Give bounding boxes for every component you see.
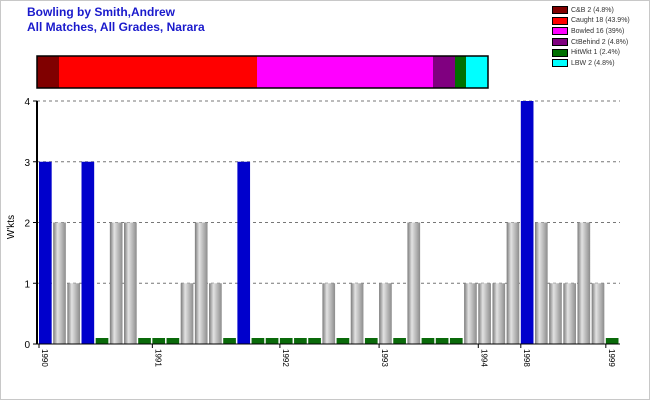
zero-marker <box>152 338 166 344</box>
legend-item: C&B 2 (4.8%) <box>552 5 630 15</box>
x-tick-label: 1994 <box>479 349 488 367</box>
y-tick-label: 3 <box>24 158 30 169</box>
x-tick-label: 1990 <box>40 349 49 367</box>
y-tick-label: 2 <box>24 219 30 230</box>
zero-marker <box>265 338 279 344</box>
bar <box>407 222 421 344</box>
y-tick-label: 0 <box>24 340 30 351</box>
bar <box>591 283 605 344</box>
bar <box>563 283 576 344</box>
bar <box>478 283 491 344</box>
y-axis-ticks: 0 1 2 3 4 <box>24 97 37 351</box>
bar <box>577 222 591 344</box>
bar <box>464 283 477 344</box>
zero-marker <box>336 338 350 344</box>
bar <box>39 161 52 344</box>
stack-segment <box>433 56 455 88</box>
zero-marker <box>223 338 236 344</box>
legend-item: Bowled 16 (39%) <box>552 26 630 36</box>
legend-swatch <box>552 38 568 47</box>
bar <box>109 222 123 344</box>
bar <box>322 283 336 344</box>
legend-label: C&B 2 (4.8%) <box>571 6 614 14</box>
legend-swatch <box>552 6 568 14</box>
y-tick-label: 4 <box>24 97 30 108</box>
chart-title: Bowling by Smith,Andrew <box>27 5 176 19</box>
legend-label: CtBehind 2 (4.8%) <box>571 38 629 46</box>
legend-swatch <box>552 16 568 25</box>
legend-item: LBW 2 (4.8%) <box>552 58 630 68</box>
bar <box>492 283 506 344</box>
stack-segment <box>455 56 466 88</box>
bar <box>194 222 208 344</box>
bar <box>67 283 81 344</box>
x-tick-label: 1991 <box>153 349 162 367</box>
zero-marker <box>294 338 307 344</box>
legend-label: HitWkt 1 (2.4%) <box>571 49 621 57</box>
zero-marker <box>251 338 265 344</box>
legend-item: HitWkt 1 (2.4%) <box>552 48 630 58</box>
x-tick-label: 1998 <box>522 349 531 367</box>
bar <box>506 222 520 344</box>
zero-marker <box>421 338 435 344</box>
legend-label: Caught 18 (43.9%) <box>571 17 630 25</box>
zero-marker <box>166 338 180 344</box>
chart-subtitle: All Matches, All Grades, Narara <box>27 20 205 34</box>
bar <box>379 283 392 344</box>
zero-marker <box>435 338 449 344</box>
legend-swatch <box>552 59 568 68</box>
zero-marker <box>138 338 151 344</box>
bar <box>534 222 548 344</box>
bar <box>53 222 66 344</box>
bar <box>549 283 562 344</box>
stack-segment <box>466 56 488 88</box>
x-tick-label: 1992 <box>281 349 290 367</box>
y-tick-label: 1 <box>24 279 30 290</box>
bar <box>209 283 222 344</box>
bar <box>237 161 251 344</box>
bar <box>350 283 364 344</box>
legend-swatch <box>552 27 568 36</box>
x-tick-label: 1993 <box>380 349 389 367</box>
zero-marker <box>605 338 619 344</box>
zero-marker <box>308 338 321 344</box>
zero-marker <box>449 338 463 344</box>
bar <box>81 161 95 344</box>
legend-label: Bowled 16 (39%) <box>571 27 625 35</box>
wickets-bars <box>39 101 619 344</box>
bar <box>180 283 194 344</box>
stack-segment <box>59 56 257 88</box>
stack-segment <box>257 56 433 88</box>
legend-item: Caught 18 (43.9%) <box>552 16 630 26</box>
bar <box>520 101 534 344</box>
zero-marker <box>364 338 378 344</box>
zero-marker <box>393 338 406 344</box>
x-axis-ticks: 1990 1991 1992 1993 1994 1998 1999 <box>38 344 616 367</box>
x-tick-label: 1999 <box>607 349 616 367</box>
zero-marker <box>95 338 109 344</box>
legend-swatch <box>552 48 568 57</box>
y-axis-label: W'kts <box>6 215 17 239</box>
bar <box>124 222 137 344</box>
legend-item: CtBehind 2 (4.8%) <box>552 37 630 47</box>
legend: C&B 2 (4.8%) Caught 18 (43.9%) Bowled 16… <box>552 5 630 69</box>
stack-bar-border <box>36 55 489 89</box>
stack-segment <box>37 56 59 88</box>
dismissal-breakdown-bar <box>36 55 489 89</box>
zero-marker <box>279 338 293 344</box>
legend-label: LBW 2 (4.8%) <box>571 59 615 67</box>
